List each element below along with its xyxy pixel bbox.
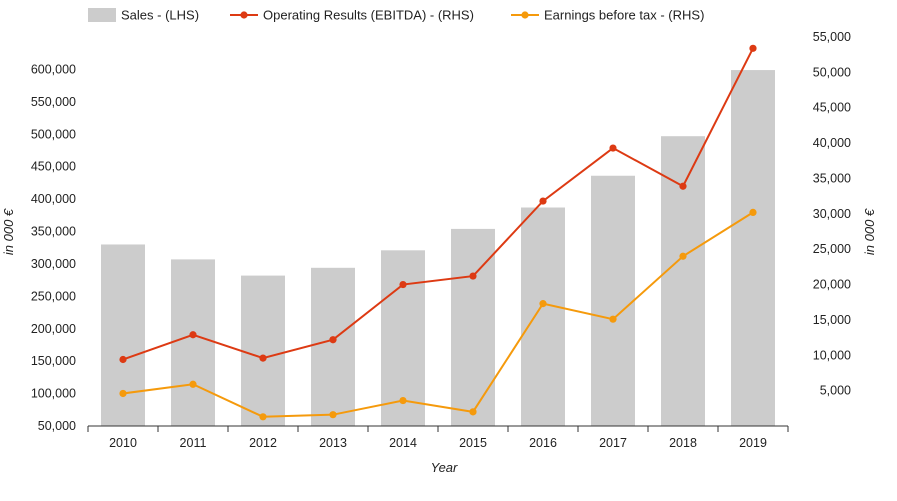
line-series-path	[122, 47, 754, 361]
x-tick-label: 2015	[459, 436, 487, 450]
x-tick-label: 2019	[739, 436, 767, 450]
sales-bar	[661, 136, 705, 426]
x-tick-label: 2018	[669, 436, 697, 450]
sales-bar	[311, 267, 355, 426]
sales-bar	[381, 250, 425, 426]
line-series-point	[469, 408, 477, 416]
left-y-tick-label: 150,000	[31, 354, 76, 368]
left-y-tick-label: 100,000	[31, 387, 76, 401]
right-y-tick-label: 40,000	[813, 136, 851, 150]
x-tick-label: 2013	[319, 436, 347, 450]
left-y-tick-label: 200,000	[31, 322, 76, 336]
line-series-point	[189, 331, 197, 339]
line-series-point	[259, 354, 267, 362]
sales-bar	[101, 244, 145, 426]
left-y-tick-label: 300,000	[31, 257, 76, 271]
line-series-point	[399, 396, 407, 405]
sales-bar	[241, 275, 285, 426]
line-series-point	[539, 197, 547, 205]
right-y-tick-label: 15,000	[813, 313, 851, 327]
x-axis: 2010 2011 2012 2013 2014 2015 2016 2017 2018 2019	[87, 425, 789, 450]
line-series-point	[119, 389, 127, 398]
legend-swatch-marker	[240, 11, 248, 19]
left-y-axis: 50,000 100,000 150,000 200,000 250,000 300,00…	[31, 62, 76, 433]
line-series-point	[469, 272, 477, 280]
right-y-tick-label: 50,000	[813, 65, 851, 79]
left-y-tick-label: 50,000	[38, 419, 76, 433]
line-series-point	[539, 300, 547, 308]
left-y-axis-title: in 000 €	[1, 208, 16, 255]
left-y-tick-label: 500,000	[31, 127, 76, 141]
sales-bar	[171, 259, 215, 426]
x-axis-title: Year	[431, 460, 458, 475]
line-series-point	[329, 336, 337, 344]
legend-label: Earnings before tax - (RHS)	[544, 8, 704, 23]
legend: Sales - (LHS) Operating Results (EBITDA) …	[88, 8, 704, 23]
right-y-tick-label: 35,000	[813, 171, 851, 185]
bar-series-sales	[101, 70, 775, 426]
left-y-tick-label: 450,000	[31, 160, 76, 174]
line-series-point	[399, 280, 407, 289]
right-y-tick-label: 10,000	[813, 348, 851, 362]
line-series-point	[119, 355, 127, 364]
line-series-point	[259, 413, 267, 421]
line-series-point	[679, 182, 687, 190]
right-y-tick-label: 5,000	[820, 384, 851, 398]
right-y-tick-label: 25,000	[813, 242, 851, 256]
right-y-tick-label: 45,000	[813, 101, 851, 115]
left-y-tick-label: 350,000	[31, 225, 76, 239]
x-tick-label: 2016	[529, 436, 557, 450]
left-y-tick-label: 400,000	[31, 192, 76, 206]
right-y-axis: 5,000 10,000 15,000 20,000 25,000 30,000 35,00…	[813, 30, 851, 398]
right-y-axis-title: in 000 €	[862, 208, 877, 255]
sales-bar	[591, 175, 635, 426]
line-series-point	[329, 411, 337, 419]
x-tick-label: 2017	[599, 436, 627, 450]
x-tick-label: 2011	[180, 436, 207, 450]
line-series-point	[609, 315, 617, 323]
left-y-tick-label: 600,000	[31, 62, 76, 76]
line-series-point	[189, 380, 197, 388]
x-tick-label: 2014	[389, 436, 417, 450]
legend-swatch-marker	[521, 11, 529, 19]
x-tick-label: 2010	[109, 436, 137, 450]
right-y-tick-label: 20,000	[813, 278, 851, 292]
legend-label: Sales - (LHS)	[121, 8, 199, 23]
line-series	[119, 44, 757, 421]
line-series-point	[749, 44, 757, 52]
x-tick-label: 2012	[249, 436, 277, 450]
left-y-tick-label: 550,000	[31, 95, 76, 109]
line-series-point	[749, 208, 757, 217]
right-y-tick-label: 30,000	[813, 207, 851, 221]
legend-swatch-bar	[88, 8, 116, 22]
sales-bar	[731, 70, 775, 426]
legend-label: Operating Results (EBITDA) - (RHS)	[263, 8, 474, 23]
line-series-path	[122, 211, 754, 418]
sales-bar	[521, 207, 565, 426]
right-y-tick-label: 55,000	[813, 30, 851, 44]
left-y-tick-label: 250,000	[31, 289, 76, 303]
line-series-point	[679, 252, 687, 260]
line-series-point	[609, 144, 617, 152]
